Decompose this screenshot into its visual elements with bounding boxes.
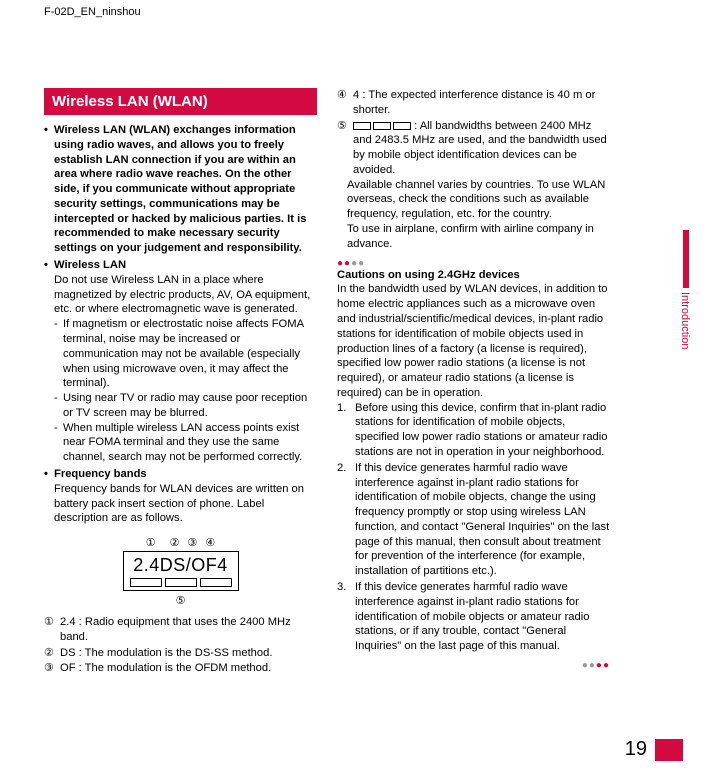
freq-block: Frequency bands Frequency bands for WLAN… <box>44 467 317 526</box>
wlan-block: Wireless LAN Do not use Wireless LAN in … <box>44 258 317 465</box>
list-number: 3. <box>337 580 346 595</box>
dots-left-icon: ●●●● <box>337 258 365 269</box>
bandwidth-bar-icon <box>200 578 232 587</box>
wlan-body: Do not use Wireless LAN in a place where… <box>54 274 310 316</box>
legend-text: OF : The modulation is the OFDM method. <box>60 662 271 674</box>
cautions-heading: Cautions on using 2.4GHz devices <box>337 269 520 281</box>
content-columns: Wireless LAN (WLAN) Wireless LAN (WLAN) … <box>44 88 610 688</box>
legend-text: 4 : The expected interference distance i… <box>353 89 595 116</box>
list-text: Before using this device, confirm that i… <box>355 402 607 458</box>
legend-item: ② DS : The modulation is the DS-SS method… <box>44 646 317 661</box>
cautions-list-item: 1. Before using this device, confirm that… <box>337 401 610 460</box>
cautions-list-item: 3. If this device generates harmful radio… <box>337 580 610 654</box>
list-text: If this device generates harmful radio w… <box>355 462 609 577</box>
intro-paragraph: Wireless LAN (WLAN) exchanges informatio… <box>44 123 317 256</box>
diagram-label: ③ <box>188 536 198 549</box>
list-number: 1. <box>337 401 346 416</box>
wlan-dash-item: If magnetism or electrostatic noise affe… <box>54 317 317 391</box>
diagram-label: ④ <box>205 536 215 549</box>
legend-item: ④ 4 : The expected interference distance … <box>337 88 610 118</box>
cautions-block: Cautions on using 2.4GHz devices In the … <box>337 268 610 654</box>
legend-num: ④ <box>337 88 347 103</box>
legend-text: 2.4 : Radio equipment that uses the 2400… <box>60 616 291 643</box>
legend-num: ② <box>44 646 54 661</box>
legend-num: ⑤ <box>337 119 347 134</box>
legend-item: ③ OF : The modulation is the OFDM method. <box>44 661 317 676</box>
side-tab-bar-icon <box>683 230 689 288</box>
diagram-label: ① <box>146 536 156 549</box>
wlan-heading: Wireless LAN <box>54 259 126 271</box>
section-title: Wireless LAN (WLAN) <box>44 88 317 115</box>
legend-item: ① 2.4 : Radio equipment that uses the 240… <box>44 615 317 645</box>
freq-body: Frequency bands for WLAN devices are wri… <box>54 483 304 525</box>
bandwidth-bars-icon <box>353 122 411 130</box>
col2-top-paragraph: Available channel varies by countries. T… <box>337 178 610 252</box>
side-tab: Introduction <box>679 230 693 349</box>
frequency-label-diagram: ① ② ③ ④ 2.4DS/OF4 ⑤ <box>44 536 317 607</box>
wlan-dash-item: When multiple wireless LAN access points… <box>54 421 317 465</box>
diagram-text: 2.4DS/OF4 <box>130 555 232 576</box>
wlan-dash-item: Using near TV or radio may cause poor re… <box>54 391 317 421</box>
page-number: 19 <box>625 738 647 761</box>
dots-right-icon: ●●●● <box>582 660 610 671</box>
bandwidth-bar-icon <box>165 578 197 587</box>
doc-header: F-02D_EN_ninshou <box>44 6 141 18</box>
side-tab-label: Introduction <box>679 292 691 349</box>
freq-heading: Frequency bands <box>54 468 147 480</box>
cautions-list: 1. Before using this device, confirm that… <box>337 401 610 654</box>
diagram-bars <box>130 578 232 587</box>
page: F-02D_EN_ninshou Wireless LAN (WLAN) Wir… <box>0 0 715 781</box>
diagram-bottom-label: ⑤ <box>44 594 317 607</box>
divider-dots: ●●●● <box>337 258 610 264</box>
legend-num: ① <box>44 615 54 630</box>
legend-text: DS : The modulation is the DS-SS method. <box>60 647 272 659</box>
list-number: 2. <box>337 461 346 476</box>
page-number-bar-icon <box>655 739 683 761</box>
legend-item: ⑤ : All bandwidths between 2400 MHz and … <box>337 119 610 178</box>
diagram-label: ② <box>170 536 180 549</box>
legend-num: ③ <box>44 661 54 676</box>
bandwidth-bar-icon <box>130 578 162 587</box>
diagram-top-labels: ① ② ③ ④ <box>44 536 317 549</box>
divider-dots: ●●●● <box>337 660 610 666</box>
list-text: If this device generates harmful radio w… <box>355 581 589 652</box>
cautions-list-item: 2. If this device generates harmful radio… <box>337 461 610 579</box>
cautions-body: In the bandwidth used by WLAN devices, i… <box>337 283 608 398</box>
diagram-box: 2.4DS/OF4 <box>123 551 239 591</box>
